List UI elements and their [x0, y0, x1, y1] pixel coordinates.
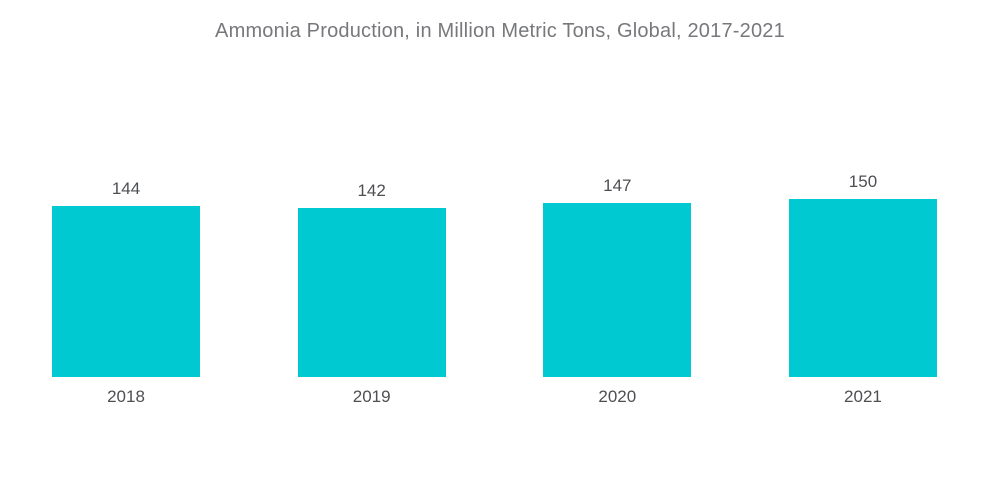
- bar-2018: [52, 206, 200, 377]
- bar-2020: [543, 203, 692, 377]
- value-label-2019: 142: [357, 181, 386, 200]
- chart-title: Ammonia Production, in Million Metric To…: [215, 20, 785, 42]
- x-tick-label-2020: 2020: [598, 387, 637, 406]
- bar-group-2019: 142 2019: [297, 180, 446, 407]
- bar-group-2018: 144 2018: [52, 178, 200, 407]
- x-tick-label-2021: 2021: [844, 387, 882, 406]
- x-tick-label-2018: 2018: [107, 387, 145, 406]
- bar-2021: [788, 199, 937, 377]
- x-tick-label-2019: 2019: [352, 387, 391, 406]
- plot-area: 144 2018 142 2019 147 2020 150 2021: [52, 46, 937, 407]
- value-label-2021: 150: [848, 172, 878, 191]
- bar-group-2021: 150 2021: [788, 171, 937, 407]
- value-label-2018: 144: [111, 179, 141, 198]
- bar-group-2020: 147 2020: [543, 175, 692, 407]
- value-label-2020: 147: [603, 176, 632, 195]
- bar-2019: [297, 208, 446, 377]
